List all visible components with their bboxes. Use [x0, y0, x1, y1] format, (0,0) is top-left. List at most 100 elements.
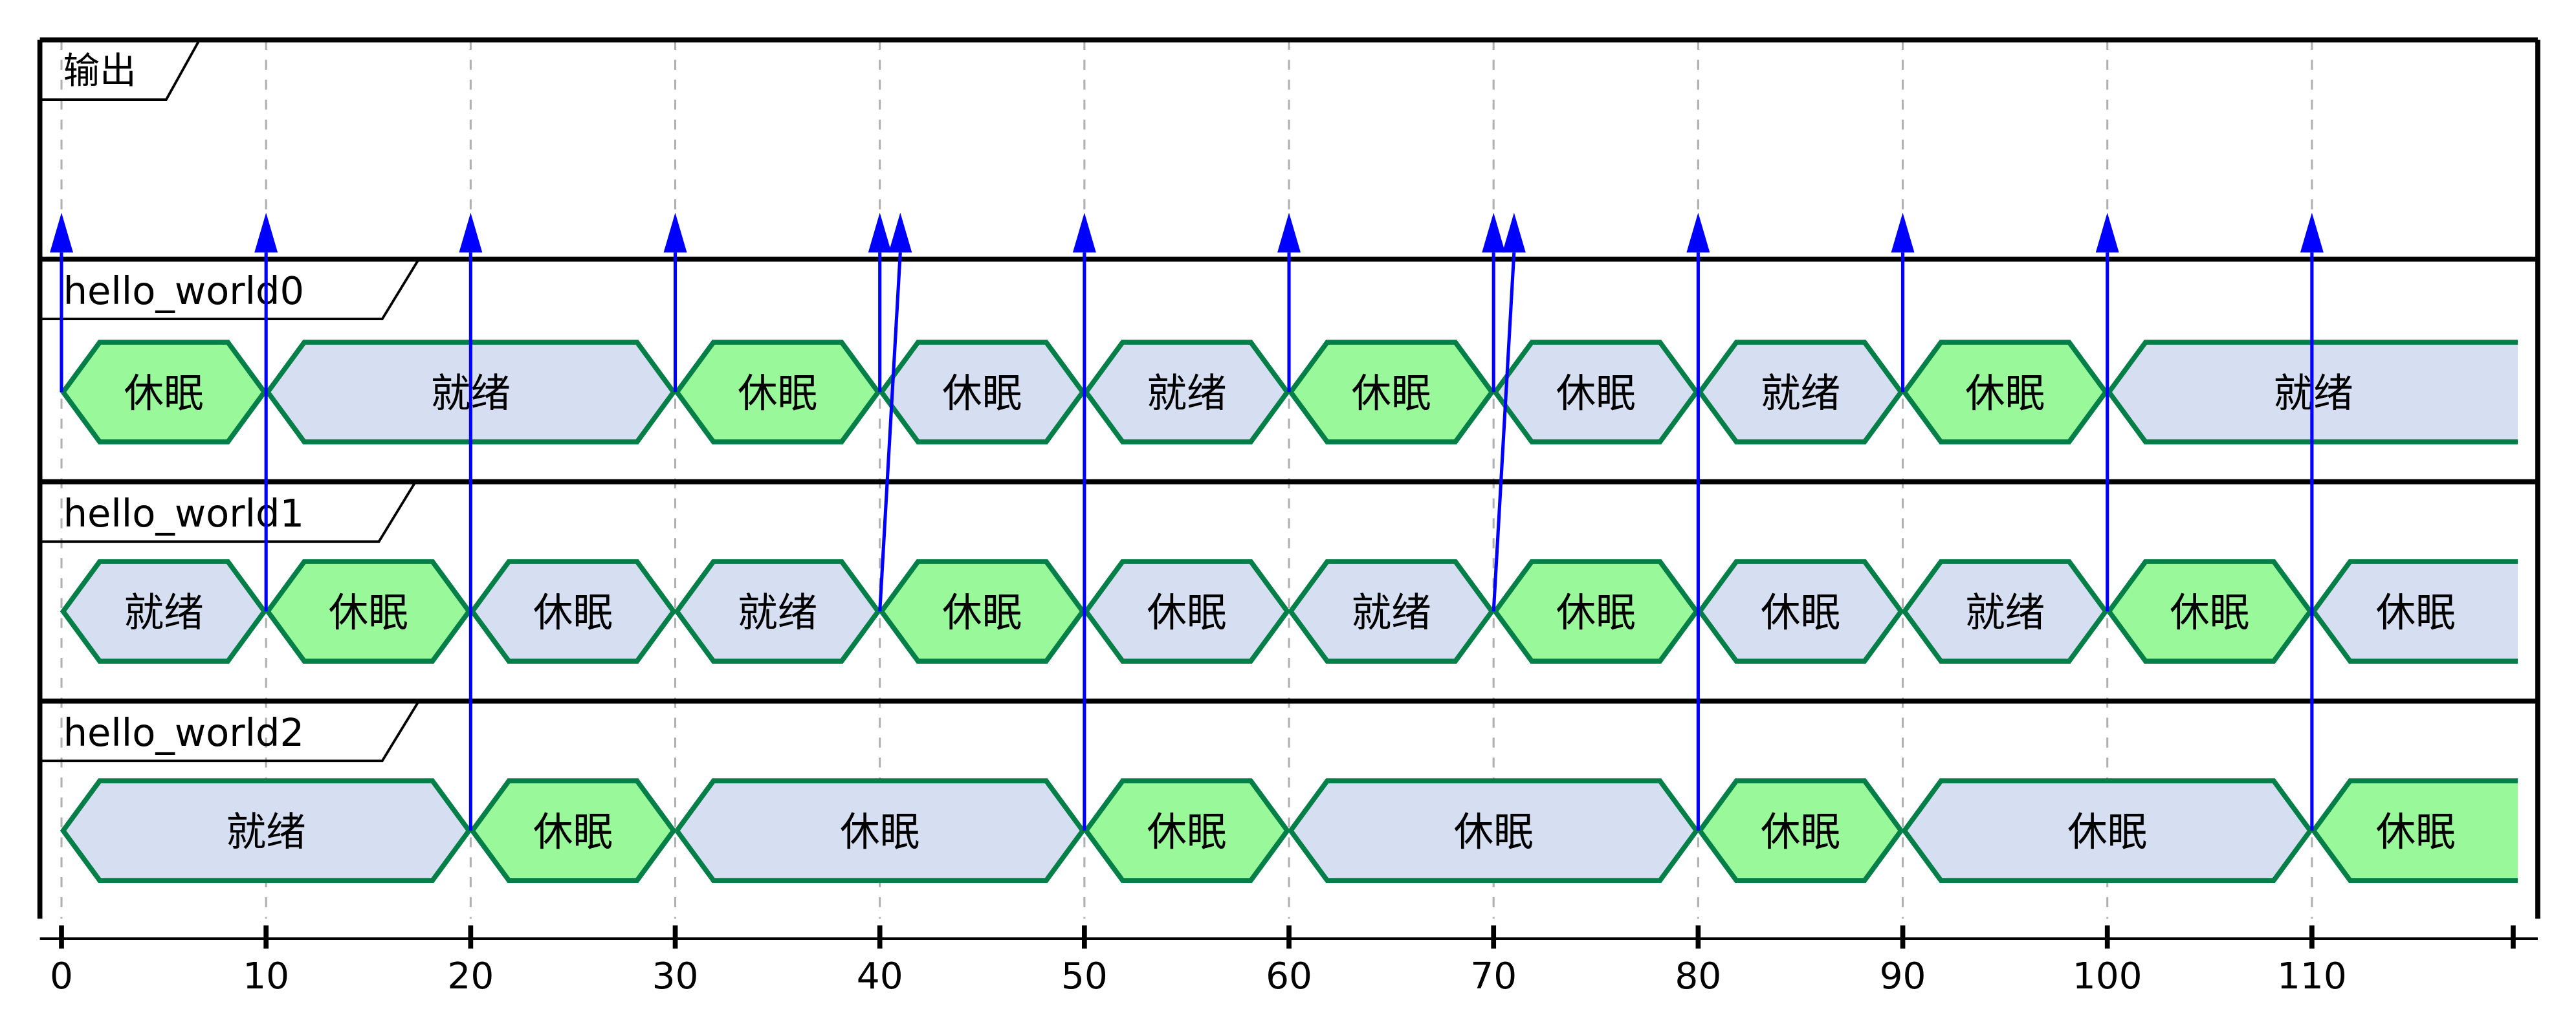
state-segment-fill: [63, 342, 265, 442]
state-label: 休眠: [1147, 809, 1226, 855]
arrowhead-icon: [888, 212, 912, 253]
state-label: 休眠: [1556, 589, 1636, 636]
state-segment-fill: [2313, 781, 2518, 881]
state-segment-fill: [1495, 561, 1697, 662]
row-labels: 输出 hello_world0 hello_world1 hello_world…: [39, 39, 420, 763]
row-label-hello-world2: hello_world2: [63, 710, 304, 755]
arrowhead-icon: [868, 212, 892, 253]
state-segment-fill: [2109, 561, 2311, 662]
arrowhead-icon: [1277, 212, 1301, 253]
output-label-box: [39, 39, 201, 102]
state-label: 休眠: [738, 370, 817, 417]
axis-tick-label: 110: [2277, 955, 2347, 997]
state-segment-border: [264, 340, 677, 444]
row-label-box-2: [39, 700, 420, 763]
axis-tick-label: 40: [857, 955, 903, 997]
arrowhead-icon: [663, 212, 687, 253]
state-segment-border: [1287, 559, 1495, 664]
state-segment-border: [674, 559, 881, 664]
state-segments: 休眠就绪休眠休眠就绪休眠休眠就绪休眠就绪就绪休眠休眠就绪休眠休眠就绪休眠休眠就绪…: [60, 340, 2518, 884]
state-segment-fill: [472, 781, 674, 881]
row-label-box-1: [39, 481, 417, 543]
state-segment-border: [1287, 340, 1495, 444]
state-label: 休眠: [1556, 370, 1636, 417]
axis-tick-label: 60: [1266, 955, 1312, 997]
state-label: 休眠: [329, 589, 408, 636]
axis-tick-label: 80: [1675, 955, 1721, 997]
state-segment-fill: [677, 561, 879, 662]
arrowhead-icon: [459, 212, 483, 253]
state-label: 就绪: [1351, 589, 1431, 636]
axis-tick-label: 10: [243, 955, 289, 997]
state-segment-fill: [1086, 342, 1288, 442]
row-label-box-0: [39, 258, 420, 321]
state-segment-fill: [677, 781, 1083, 881]
axis-tick-label: 20: [447, 955, 494, 997]
state-segment-border: [674, 340, 881, 444]
state-segment-fill: [267, 561, 469, 662]
state-label: 休眠: [1454, 809, 1534, 855]
state-segment-fill: [677, 342, 879, 442]
state-label: 休眠: [533, 589, 613, 636]
message-arrow-line: [1492, 252, 1516, 612]
axis-tick-label: 70: [1470, 955, 1517, 997]
state-segment-fill: [881, 342, 1083, 442]
arrowhead-icon: [1072, 212, 1096, 253]
state-label: 休眠: [1761, 589, 1840, 636]
state-label: 休眠: [1147, 589, 1226, 636]
state-segment-border: [60, 778, 472, 884]
axis-tick-label: 0: [50, 955, 73, 997]
axis-tick-label: 50: [1061, 955, 1108, 997]
arrowhead-icon: [254, 212, 278, 253]
state-label: 休眠: [2376, 589, 2456, 636]
state-segment-border: [469, 778, 677, 884]
state-segment-fill: [63, 561, 265, 662]
state-label: 休眠: [1965, 370, 2045, 417]
state-segment-fill: [1086, 561, 1288, 662]
state-label: 休眠: [2376, 809, 2456, 855]
state-label: 休眠: [942, 589, 1022, 636]
state-segment-fill: [1904, 781, 2311, 881]
state-segment-fill: [472, 561, 674, 662]
state-label: 就绪: [226, 809, 306, 855]
axis-tick-label: 30: [652, 955, 699, 997]
axis-tick-label: 100: [2073, 955, 2142, 997]
state-segment-border: [1083, 778, 1291, 884]
state-segment-fill: [881, 561, 1083, 662]
state-label: 就绪: [1147, 370, 1226, 417]
state-segment-border: [1697, 340, 1904, 444]
state-segment-border: [264, 559, 472, 664]
state-label: 休眠: [2170, 589, 2249, 636]
frame: [37, 37, 2540, 919]
state-segment-border: [1697, 559, 1904, 664]
arrowhead-icon: [2095, 212, 2119, 253]
state-segment-fill: [1904, 342, 2106, 442]
state-segment-border: [1697, 778, 1904, 884]
state-label: 就绪: [1761, 370, 1840, 417]
state-segment-fill: [1290, 561, 1492, 662]
output-row-label: 输出: [63, 50, 137, 92]
row-label-hello-world1: hello_world1: [63, 491, 304, 536]
state-segment-fill: [1699, 342, 1901, 442]
state-segment-fill: [1086, 781, 1288, 881]
messages: [50, 212, 2324, 831]
state-label: 休眠: [942, 370, 1022, 417]
arrowhead-icon: [2300, 212, 2324, 253]
state-label: 休眠: [1761, 809, 1840, 855]
state-label: 休眠: [1351, 370, 1431, 417]
arrowhead-icon: [1686, 212, 1710, 253]
arrowhead-icon: [1891, 212, 1915, 253]
message-arrow-line: [878, 252, 902, 612]
arrowhead-icon: [50, 212, 74, 253]
state-label: 休眠: [124, 370, 203, 417]
state-segment-fill: [63, 781, 469, 881]
state-segment-border: [1083, 340, 1291, 444]
state-segment-border: [469, 559, 677, 664]
state-segment-fill: [1495, 342, 1697, 442]
arrowhead-icon: [1482, 212, 1506, 253]
state-segment-fill: [1290, 781, 1697, 881]
time-axis: 0 10 20 30 40 50 60 70 80 90 100 110: [39, 925, 2538, 997]
arrowhead-icon: [1502, 212, 1526, 253]
state-label: 就绪: [124, 589, 203, 636]
